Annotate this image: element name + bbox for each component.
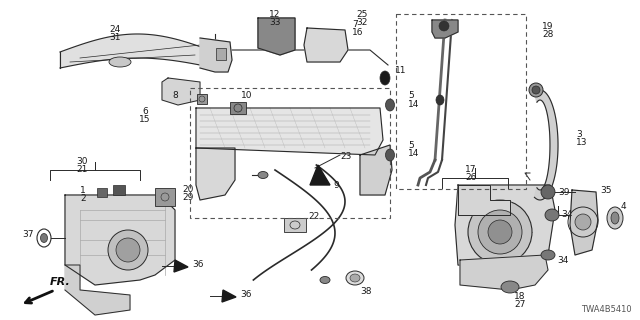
Bar — [396, 14, 526, 189]
Text: 8: 8 — [172, 91, 178, 100]
Text: 4: 4 — [621, 202, 627, 211]
Ellipse shape — [385, 99, 394, 111]
Text: 12: 12 — [269, 10, 281, 19]
Text: 34: 34 — [561, 210, 572, 219]
Text: 17: 17 — [465, 165, 477, 174]
Text: 3: 3 — [576, 130, 582, 139]
Text: 34: 34 — [557, 256, 568, 265]
Polygon shape — [174, 260, 188, 272]
Bar — [190, 88, 390, 218]
Bar — [216, 48, 226, 60]
Text: 14: 14 — [408, 149, 419, 158]
Ellipse shape — [436, 95, 444, 105]
Polygon shape — [460, 255, 548, 290]
Text: 16: 16 — [352, 28, 364, 37]
Text: 13: 13 — [576, 138, 588, 147]
Ellipse shape — [611, 212, 619, 224]
Polygon shape — [65, 265, 130, 315]
Bar — [197, 94, 207, 104]
Circle shape — [468, 200, 532, 264]
Text: 11: 11 — [395, 66, 406, 75]
Text: 9: 9 — [333, 181, 339, 190]
Polygon shape — [65, 195, 175, 285]
Polygon shape — [196, 108, 383, 155]
Polygon shape — [222, 290, 236, 302]
Text: 35: 35 — [600, 186, 611, 195]
Text: 2: 2 — [81, 194, 86, 203]
Text: TWA4B5410: TWA4B5410 — [581, 305, 632, 314]
Ellipse shape — [380, 71, 390, 85]
Text: 5: 5 — [408, 91, 413, 100]
Text: 21: 21 — [76, 165, 88, 174]
Text: 14: 14 — [408, 100, 419, 109]
Ellipse shape — [607, 207, 623, 229]
Circle shape — [116, 238, 140, 262]
Text: 7: 7 — [352, 20, 358, 29]
Text: 20: 20 — [182, 185, 193, 194]
Bar — [113, 185, 125, 195]
Text: 25: 25 — [356, 10, 368, 19]
Bar — [155, 188, 175, 206]
Text: 36: 36 — [192, 260, 204, 269]
Text: 26: 26 — [465, 173, 476, 182]
Text: 5: 5 — [408, 141, 413, 150]
Bar — [284, 218, 306, 232]
Ellipse shape — [529, 83, 543, 97]
Ellipse shape — [532, 86, 540, 94]
Text: 10: 10 — [241, 91, 253, 100]
Polygon shape — [60, 34, 215, 68]
Ellipse shape — [350, 274, 360, 282]
Text: 22: 22 — [308, 212, 319, 221]
Text: 28: 28 — [542, 30, 554, 39]
Polygon shape — [196, 148, 235, 200]
Circle shape — [439, 21, 449, 31]
Circle shape — [541, 185, 555, 199]
Bar — [230, 102, 246, 114]
Text: FR.: FR. — [50, 277, 71, 287]
Polygon shape — [534, 90, 558, 200]
Ellipse shape — [320, 276, 330, 284]
Text: 39: 39 — [558, 188, 570, 197]
Polygon shape — [310, 165, 330, 185]
Polygon shape — [162, 78, 200, 105]
Ellipse shape — [385, 149, 394, 161]
Text: 27: 27 — [514, 300, 525, 309]
Circle shape — [478, 210, 522, 254]
Polygon shape — [458, 185, 510, 215]
Text: 32: 32 — [356, 18, 368, 27]
Text: 33: 33 — [269, 18, 281, 27]
Polygon shape — [304, 28, 348, 62]
Text: 24: 24 — [109, 25, 120, 34]
Text: 23: 23 — [340, 152, 351, 161]
Polygon shape — [455, 185, 555, 272]
Text: 36: 36 — [240, 290, 252, 299]
Circle shape — [575, 214, 591, 230]
Text: 38: 38 — [360, 287, 371, 296]
Polygon shape — [360, 145, 392, 195]
Text: 29: 29 — [182, 193, 193, 202]
Polygon shape — [258, 18, 295, 55]
Ellipse shape — [109, 57, 131, 67]
Text: 37: 37 — [22, 230, 34, 239]
Polygon shape — [432, 20, 458, 38]
Text: 15: 15 — [140, 115, 151, 124]
Ellipse shape — [346, 271, 364, 285]
Text: 31: 31 — [109, 33, 121, 42]
Text: 1: 1 — [80, 186, 86, 195]
Text: 19: 19 — [542, 22, 554, 31]
Text: 30: 30 — [76, 157, 88, 166]
Ellipse shape — [545, 209, 559, 221]
Ellipse shape — [541, 250, 555, 260]
Ellipse shape — [258, 172, 268, 179]
Polygon shape — [200, 38, 232, 72]
Ellipse shape — [501, 281, 519, 293]
Circle shape — [488, 220, 512, 244]
Circle shape — [108, 230, 148, 270]
Bar — [97, 188, 107, 197]
Text: 18: 18 — [514, 292, 525, 301]
Polygon shape — [570, 190, 598, 255]
Text: 6: 6 — [142, 107, 148, 116]
Ellipse shape — [40, 234, 47, 243]
